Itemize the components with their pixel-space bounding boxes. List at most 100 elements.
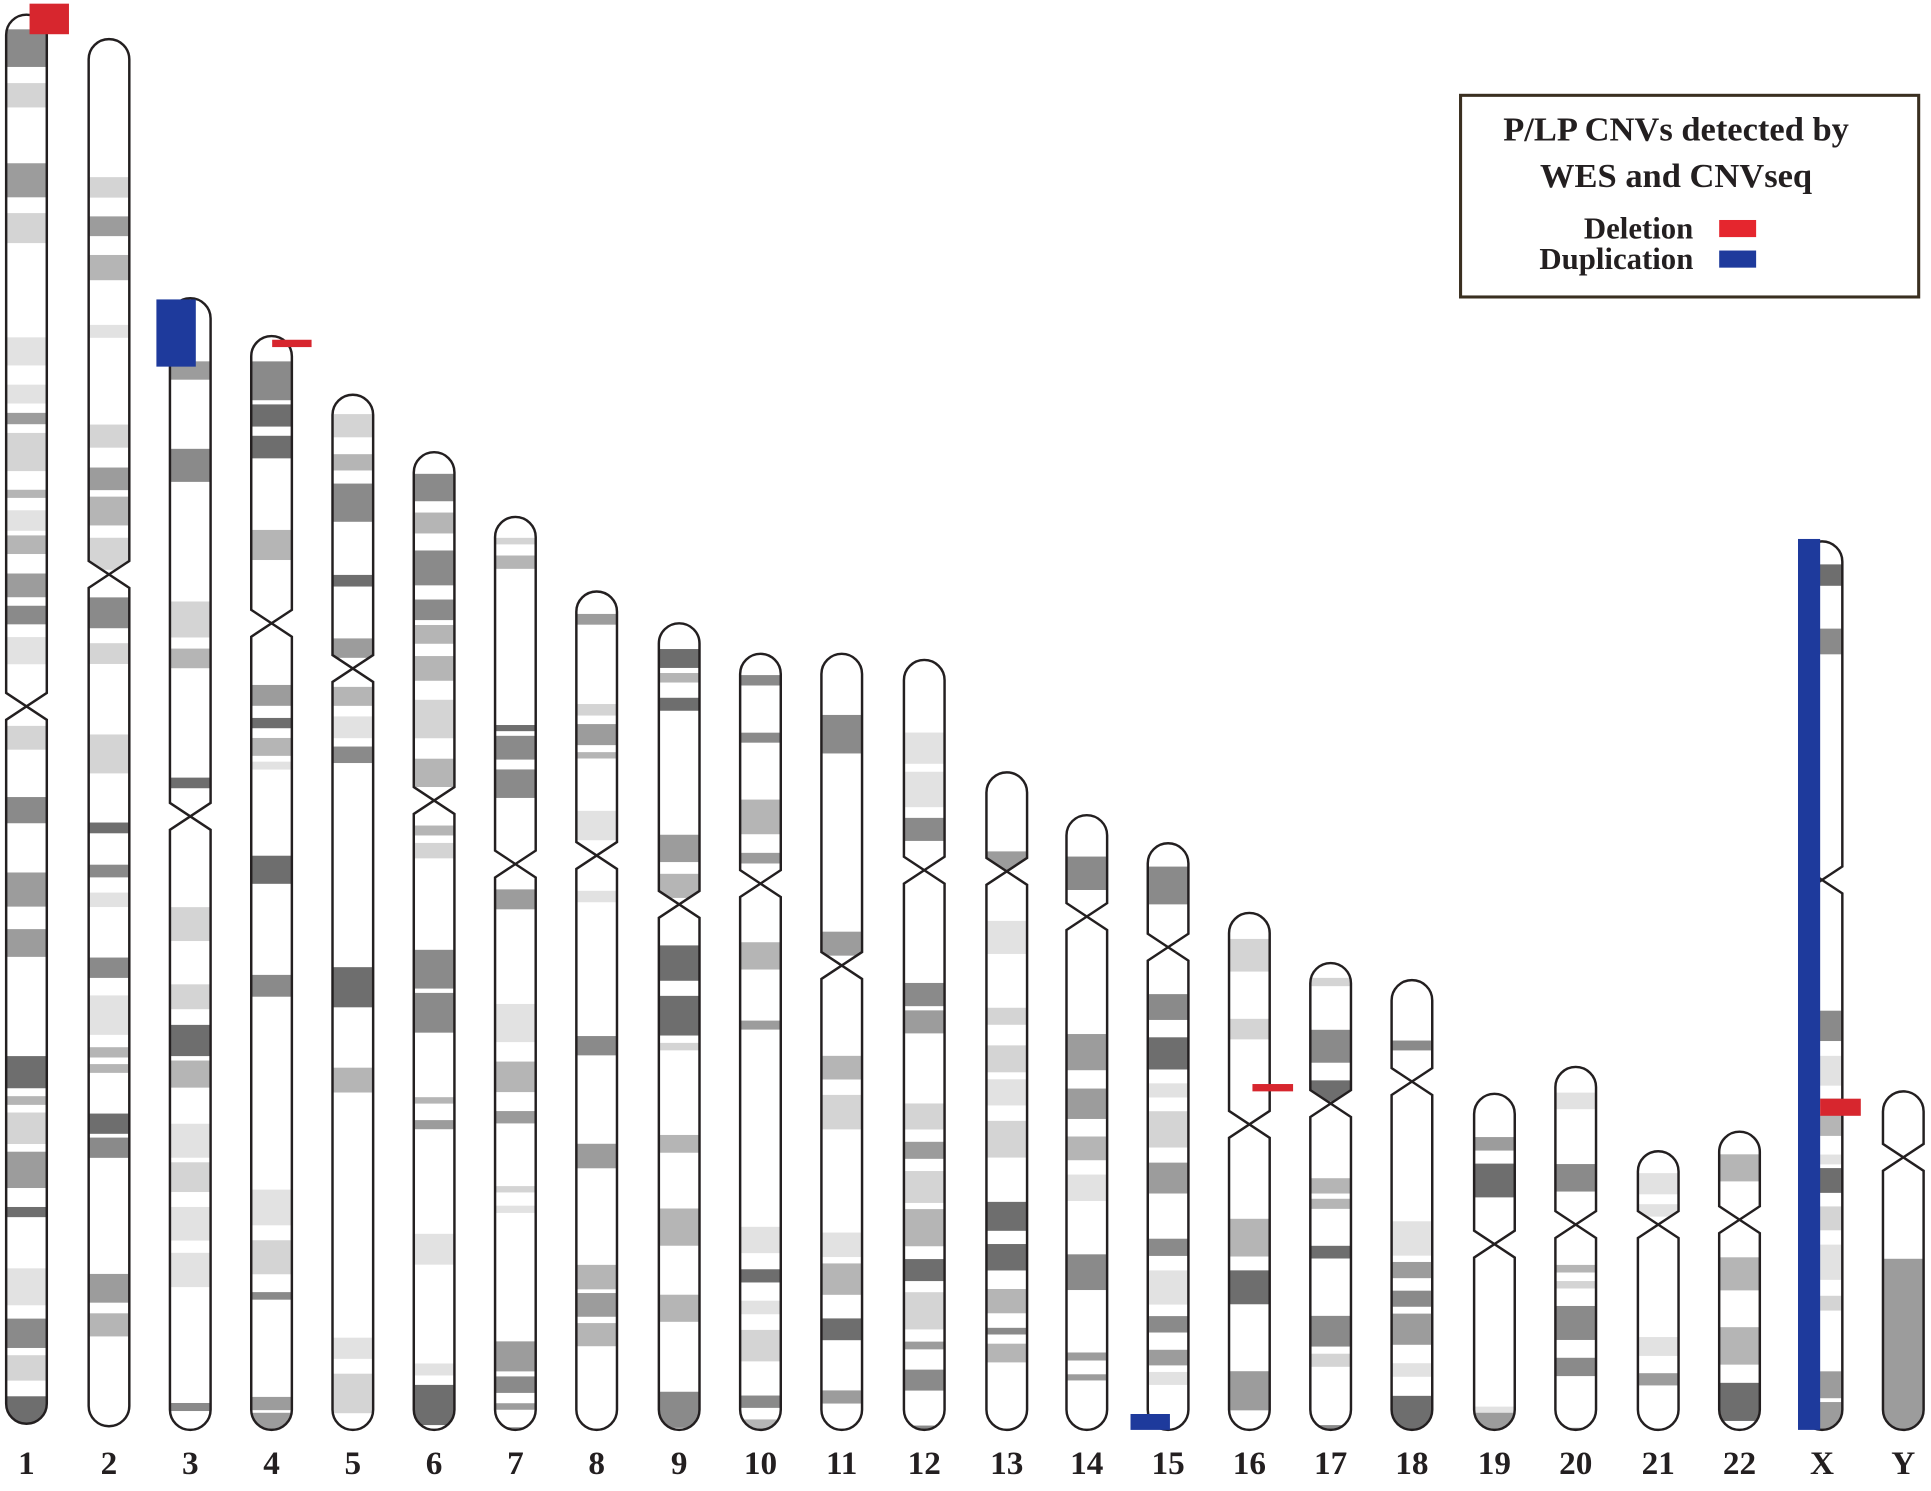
band	[251, 1292, 292, 1300]
band	[1147, 1371, 1189, 1385]
band	[495, 769, 536, 798]
band	[251, 761, 292, 770]
band	[576, 1264, 617, 1290]
band	[6, 83, 47, 108]
band	[169, 448, 211, 482]
band	[6, 213, 47, 244]
band	[740, 1300, 781, 1315]
legend-swatch	[1719, 250, 1757, 268]
band	[1391, 1261, 1433, 1279]
band	[1229, 1018, 1270, 1040]
band	[1147, 1083, 1189, 1098]
band	[1555, 1305, 1597, 1340]
band	[332, 1067, 374, 1093]
band	[576, 704, 617, 716]
band	[1637, 1373, 1679, 1386]
band	[986, 1045, 1028, 1073]
chromosome-outline	[1881, 1090, 1925, 1432]
band	[413, 825, 455, 836]
chromosome	[1637, 1151, 1679, 1430]
band	[495, 725, 536, 732]
band	[1637, 1173, 1679, 1195]
band	[1391, 1221, 1433, 1256]
chromosome-label: 4	[263, 1445, 280, 1482]
band	[495, 1205, 536, 1213]
band	[495, 1376, 536, 1393]
band	[413, 599, 455, 621]
band	[413, 473, 455, 502]
band	[495, 1403, 536, 1410]
chromosome-outline	[985, 771, 1029, 1432]
chromosome	[251, 336, 292, 1430]
band	[903, 1103, 945, 1130]
band	[740, 1226, 781, 1254]
band	[413, 1233, 455, 1265]
chromosome	[740, 653, 781, 1430]
band	[6, 1206, 47, 1218]
band	[1719, 1154, 1760, 1182]
band	[88, 216, 130, 237]
band	[1066, 1352, 1108, 1361]
band	[1801, 1154, 1843, 1165]
band	[740, 675, 781, 686]
band	[1147, 1162, 1189, 1194]
legend-box	[1459, 93, 1921, 299]
chromosome	[169, 298, 211, 1430]
chromosome	[821, 653, 863, 1430]
band	[986, 1120, 1028, 1158]
band	[495, 735, 536, 760]
band	[903, 1259, 945, 1282]
band	[658, 649, 700, 668]
chromosome-outline	[87, 37, 131, 1428]
band	[821, 1055, 863, 1080]
band	[658, 1134, 700, 1153]
band	[740, 1419, 781, 1430]
band	[1066, 1174, 1108, 1202]
chromosome-label: 5	[345, 1445, 362, 1482]
chromosome-label: 9	[671, 1445, 688, 1482]
band	[6, 1112, 47, 1144]
band	[821, 714, 863, 754]
deletion-mark	[1820, 1098, 1861, 1116]
band	[903, 982, 945, 1007]
band	[986, 1327, 1028, 1335]
band	[903, 1341, 945, 1350]
band	[658, 1208, 700, 1246]
band	[332, 638, 374, 658]
duplication-mark	[156, 299, 196, 367]
band	[332, 454, 374, 471]
band	[169, 907, 211, 942]
legend-title: P/LP CNVs detected by	[1503, 111, 1849, 149]
chromosome	[1719, 1131, 1760, 1430]
band	[821, 1318, 863, 1341]
band	[6, 489, 47, 498]
chromosome-outline	[249, 334, 294, 1432]
band	[6, 29, 47, 67]
band	[1391, 1290, 1433, 1307]
band	[1555, 1092, 1597, 1110]
band	[251, 855, 292, 884]
band	[88, 424, 130, 448]
chromosome	[413, 452, 455, 1430]
chromosome-fill	[1229, 912, 1270, 1430]
band	[986, 1244, 1028, 1271]
chromosome-label: 19	[1478, 1445, 1511, 1482]
chromosome-label: 10	[744, 1445, 777, 1482]
band	[251, 717, 292, 729]
band	[88, 892, 130, 908]
band	[413, 1363, 455, 1376]
band	[740, 799, 781, 835]
band	[6, 872, 47, 907]
band	[88, 467, 130, 491]
band	[251, 435, 292, 459]
chromosome-label: 21	[1642, 1445, 1675, 1482]
band	[88, 1064, 130, 1073]
chromosome-outline	[4, 13, 49, 1425]
band	[1147, 1037, 1189, 1070]
chromosome-label: 15	[1151, 1445, 1184, 1482]
band	[576, 890, 617, 903]
deletion-mark	[1252, 1084, 1294, 1092]
chromosomes	[4, 13, 1925, 1432]
